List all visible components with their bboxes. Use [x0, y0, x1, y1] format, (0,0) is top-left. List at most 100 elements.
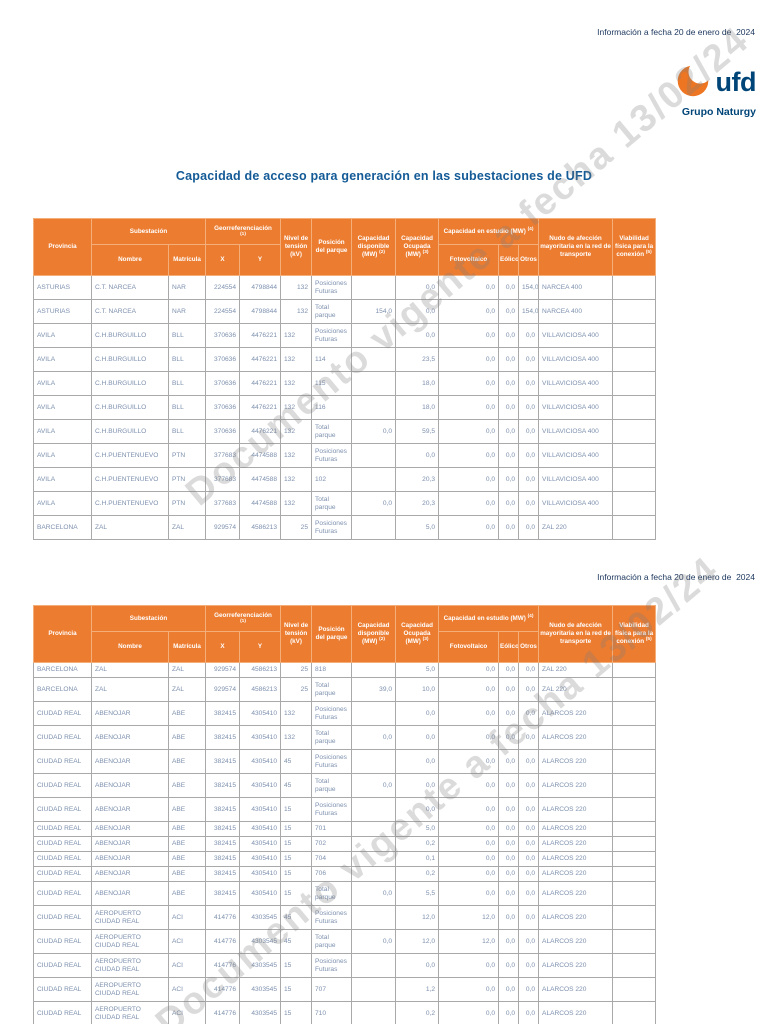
- cell-x: 414776: [205, 929, 241, 954]
- cell-viabilidad: [612, 851, 657, 867]
- cell-nombre: ABENOJAR: [91, 851, 169, 867]
- cell-provincia: ASTURIAS: [33, 299, 92, 324]
- cell-x: 382415: [205, 749, 241, 774]
- table-row: CIUDAD REAL ABENOJAR ABE 382415 4305410 132 To…: [33, 725, 657, 750]
- cell-viabilidad: [612, 491, 657, 516]
- cell-disponible: 0,0: [351, 419, 397, 444]
- cell-provincia: CIUDAD REAL: [33, 881, 92, 906]
- cell-viabilidad: [612, 821, 657, 837]
- cell-x: 382415: [205, 881, 241, 906]
- cell-eolico: 0,0: [498, 851, 520, 867]
- cell-nudo: NARCEA 400: [538, 275, 614, 300]
- cell-nombre: C.T. NARCEA: [91, 299, 169, 324]
- col-capacidad-disponible: Capacidad disponible (MW) (2): [351, 218, 397, 276]
- cell-nombre: AEROPUERTO CIUDAD REAL: [91, 905, 169, 930]
- cell-matricula: ACI: [167, 977, 207, 1002]
- cell-provincia: CIUDAD REAL: [33, 821, 92, 837]
- cell-posicion: Posiciones Futuras: [311, 701, 353, 726]
- cell-nudo: ALARCOS 220: [538, 851, 614, 867]
- cell-otros: 0,0: [518, 773, 540, 798]
- cell-tension: 45: [280, 773, 313, 798]
- cell-x: 382415: [205, 836, 241, 852]
- cell-otros: 0,0: [518, 323, 540, 348]
- cell-fotovoltaico: 0,0: [438, 749, 500, 774]
- cell-nombre: AEROPUERTO CIUDAD REAL: [91, 1001, 169, 1024]
- table-row: AVILA C.H.PUENTENUEVO PTN 377683 4474588 132 1…: [33, 467, 657, 492]
- cell-viabilidad: [612, 299, 657, 324]
- cell-nombre: C.H.BURGUILLO: [91, 371, 169, 396]
- cell-nudo: VILLAVICIOSA 400: [538, 323, 614, 348]
- cell-tension: 15: [280, 866, 313, 882]
- cell-provincia: CIUDAD REAL: [33, 1001, 92, 1024]
- cell-tension: 132: [280, 299, 313, 324]
- cell-tension: 45: [280, 905, 313, 930]
- cell-viabilidad: [612, 905, 657, 930]
- cell-provincia: CIUDAD REAL: [33, 725, 92, 750]
- cell-matricula: ABE: [167, 749, 207, 774]
- cell-provincia: CIUDAD REAL: [33, 953, 92, 978]
- cell-nombre: ABENOJAR: [91, 773, 169, 798]
- cell-y: 4586213: [239, 662, 282, 678]
- cell-tension: 132: [280, 323, 313, 348]
- cell-eolico: 0,0: [498, 491, 520, 516]
- table-row: AVILA C.H.BURGUILLO BLL 370636 4476221 132 116…: [33, 395, 657, 420]
- cell-y: 4303545: [239, 905, 282, 930]
- cell-fotovoltaico: 0,0: [438, 443, 500, 468]
- col-provincia: Provincia: [33, 218, 92, 276]
- cell-fotovoltaico: 0,0: [438, 866, 500, 882]
- cell-provincia: CIUDAD REAL: [33, 836, 92, 852]
- cell-disponible: 0,0: [351, 881, 397, 906]
- cell-matricula: ABE: [167, 701, 207, 726]
- cell-disponible: [351, 662, 397, 678]
- cell-fotovoltaico: 0,0: [438, 701, 500, 726]
- cell-nombre: ABENOJAR: [91, 836, 169, 852]
- col-nombre: Nombre: [91, 244, 169, 276]
- cell-ocupada: 0,0: [395, 953, 440, 978]
- cell-eolico: 0,0: [498, 701, 520, 726]
- cell-y: 4798844: [239, 275, 282, 300]
- cell-posicion: 818: [311, 662, 353, 678]
- cell-provincia: CIUDAD REAL: [33, 866, 92, 882]
- table-header: Provincia Subestación Georreferenciación…: [33, 218, 657, 276]
- table-row: CIUDAD REAL AEROPUERTO CIUDAD REAL ACI 4147…: [33, 953, 657, 978]
- cell-matricula: BLL: [167, 347, 207, 372]
- cell-ocupada: 0,0: [395, 701, 440, 726]
- cell-nombre: ABENOJAR: [91, 797, 169, 822]
- col-fotovoltaico: Fotovoltaico: [438, 244, 500, 276]
- cell-y: 4305410: [239, 773, 282, 798]
- cell-y: 4303545: [239, 953, 282, 978]
- col-capacidad-estudio: Capacidad en estudio (MW) (4): [438, 605, 540, 632]
- cell-y: 4586213: [239, 677, 282, 702]
- cell-provincia: AVILA: [33, 371, 92, 396]
- cell-disponible: [351, 515, 397, 540]
- cell-disponible: [351, 797, 397, 822]
- cell-provincia: AVILA: [33, 443, 92, 468]
- cell-matricula: ABE: [167, 881, 207, 906]
- cell-provincia: ASTURIAS: [33, 275, 92, 300]
- cell-ocupada: 20,3: [395, 491, 440, 516]
- cell-ocupada: 0,2: [395, 836, 440, 852]
- cell-provincia: CIUDAD REAL: [33, 929, 92, 954]
- cell-x: 382415: [205, 725, 241, 750]
- cell-ocupada: 18,0: [395, 395, 440, 420]
- cell-viabilidad: [612, 881, 657, 906]
- cell-viabilidad: [612, 395, 657, 420]
- cell-fotovoltaico: 0,0: [438, 395, 500, 420]
- cell-posicion: Posiciones Futuras: [311, 749, 353, 774]
- cell-otros: 0,0: [518, 881, 540, 906]
- table-row: CIUDAD REAL ABENOJAR ABE 382415 4305410 15 706…: [33, 866, 657, 882]
- table-row: ASTURIAS C.T. NARCEA NAR 224554 4798844 132 To…: [33, 299, 657, 324]
- cell-fotovoltaico: 0,0: [438, 773, 500, 798]
- cell-viabilidad: [612, 419, 657, 444]
- cell-tension: 132: [280, 395, 313, 420]
- cell-disponible: [351, 851, 397, 867]
- cell-x: 382415: [205, 797, 241, 822]
- cell-ocupada: 59,5: [395, 419, 440, 444]
- cell-otros: 0,0: [518, 797, 540, 822]
- cell-otros: 0,0: [518, 905, 540, 930]
- cell-nudo: VILLAVICIOSA 400: [538, 419, 614, 444]
- cell-ocupada: 0,0: [395, 275, 440, 300]
- cell-x: 382415: [205, 866, 241, 882]
- col-eolico: Eólico: [498, 631, 520, 663]
- cell-eolico: 0,0: [498, 323, 520, 348]
